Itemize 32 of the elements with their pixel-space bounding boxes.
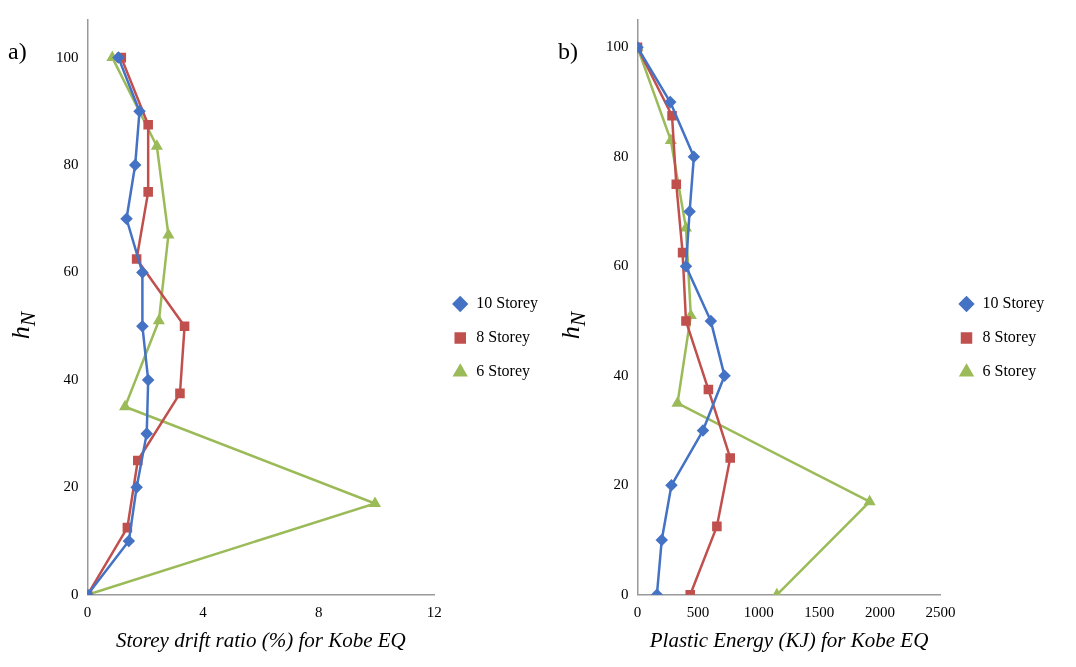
x-tick-label: 500 xyxy=(686,603,710,620)
text: b) xyxy=(558,38,578,65)
y-tick-label: 80 xyxy=(63,155,79,172)
x-tick-label: 12 xyxy=(426,603,442,620)
y-tick-label: 40 xyxy=(63,370,79,387)
y-tick-label: 0 xyxy=(621,585,629,602)
x-tick-label: 2500 xyxy=(925,603,956,620)
y-tick-label: 40 xyxy=(613,366,629,383)
y-tick-label: 20 xyxy=(613,476,629,493)
x-tick-label: 1500 xyxy=(804,603,835,620)
legend-label: 8 Storey xyxy=(982,328,1037,347)
y-tick-label: 60 xyxy=(613,257,629,274)
legend-label: 6 Storey xyxy=(982,362,1037,381)
y-tick-label: 80 xyxy=(613,147,629,164)
legend-label: 10 Storey xyxy=(476,294,539,313)
x-tick-label: 0 xyxy=(83,603,92,620)
x-tick-label: 8 xyxy=(314,603,323,620)
x-axis-title: Plastic Energy (KJ) for Kobe EQ xyxy=(648,627,929,652)
legend-label: 10 Storey xyxy=(982,294,1045,313)
legend-label: 6 Storey xyxy=(476,362,531,381)
y-tick-label: 100 xyxy=(56,48,79,65)
x-tick-label: 4 xyxy=(199,603,208,620)
y-tick-label: 60 xyxy=(63,263,79,280)
x-tick-label: 0 xyxy=(633,603,642,620)
y-tick-label: 20 xyxy=(63,478,79,495)
x-tick-label: 2000 xyxy=(864,603,895,620)
y-tick-label: 0 xyxy=(71,585,79,602)
text: a) xyxy=(8,38,27,65)
legend-label: 8 Storey xyxy=(476,328,531,347)
x-tick-label: 1000 xyxy=(743,603,774,620)
x-axis-title: Storey drift ratio (%) for Kobe EQ xyxy=(116,627,406,652)
y-tick-label: 100 xyxy=(606,38,629,55)
